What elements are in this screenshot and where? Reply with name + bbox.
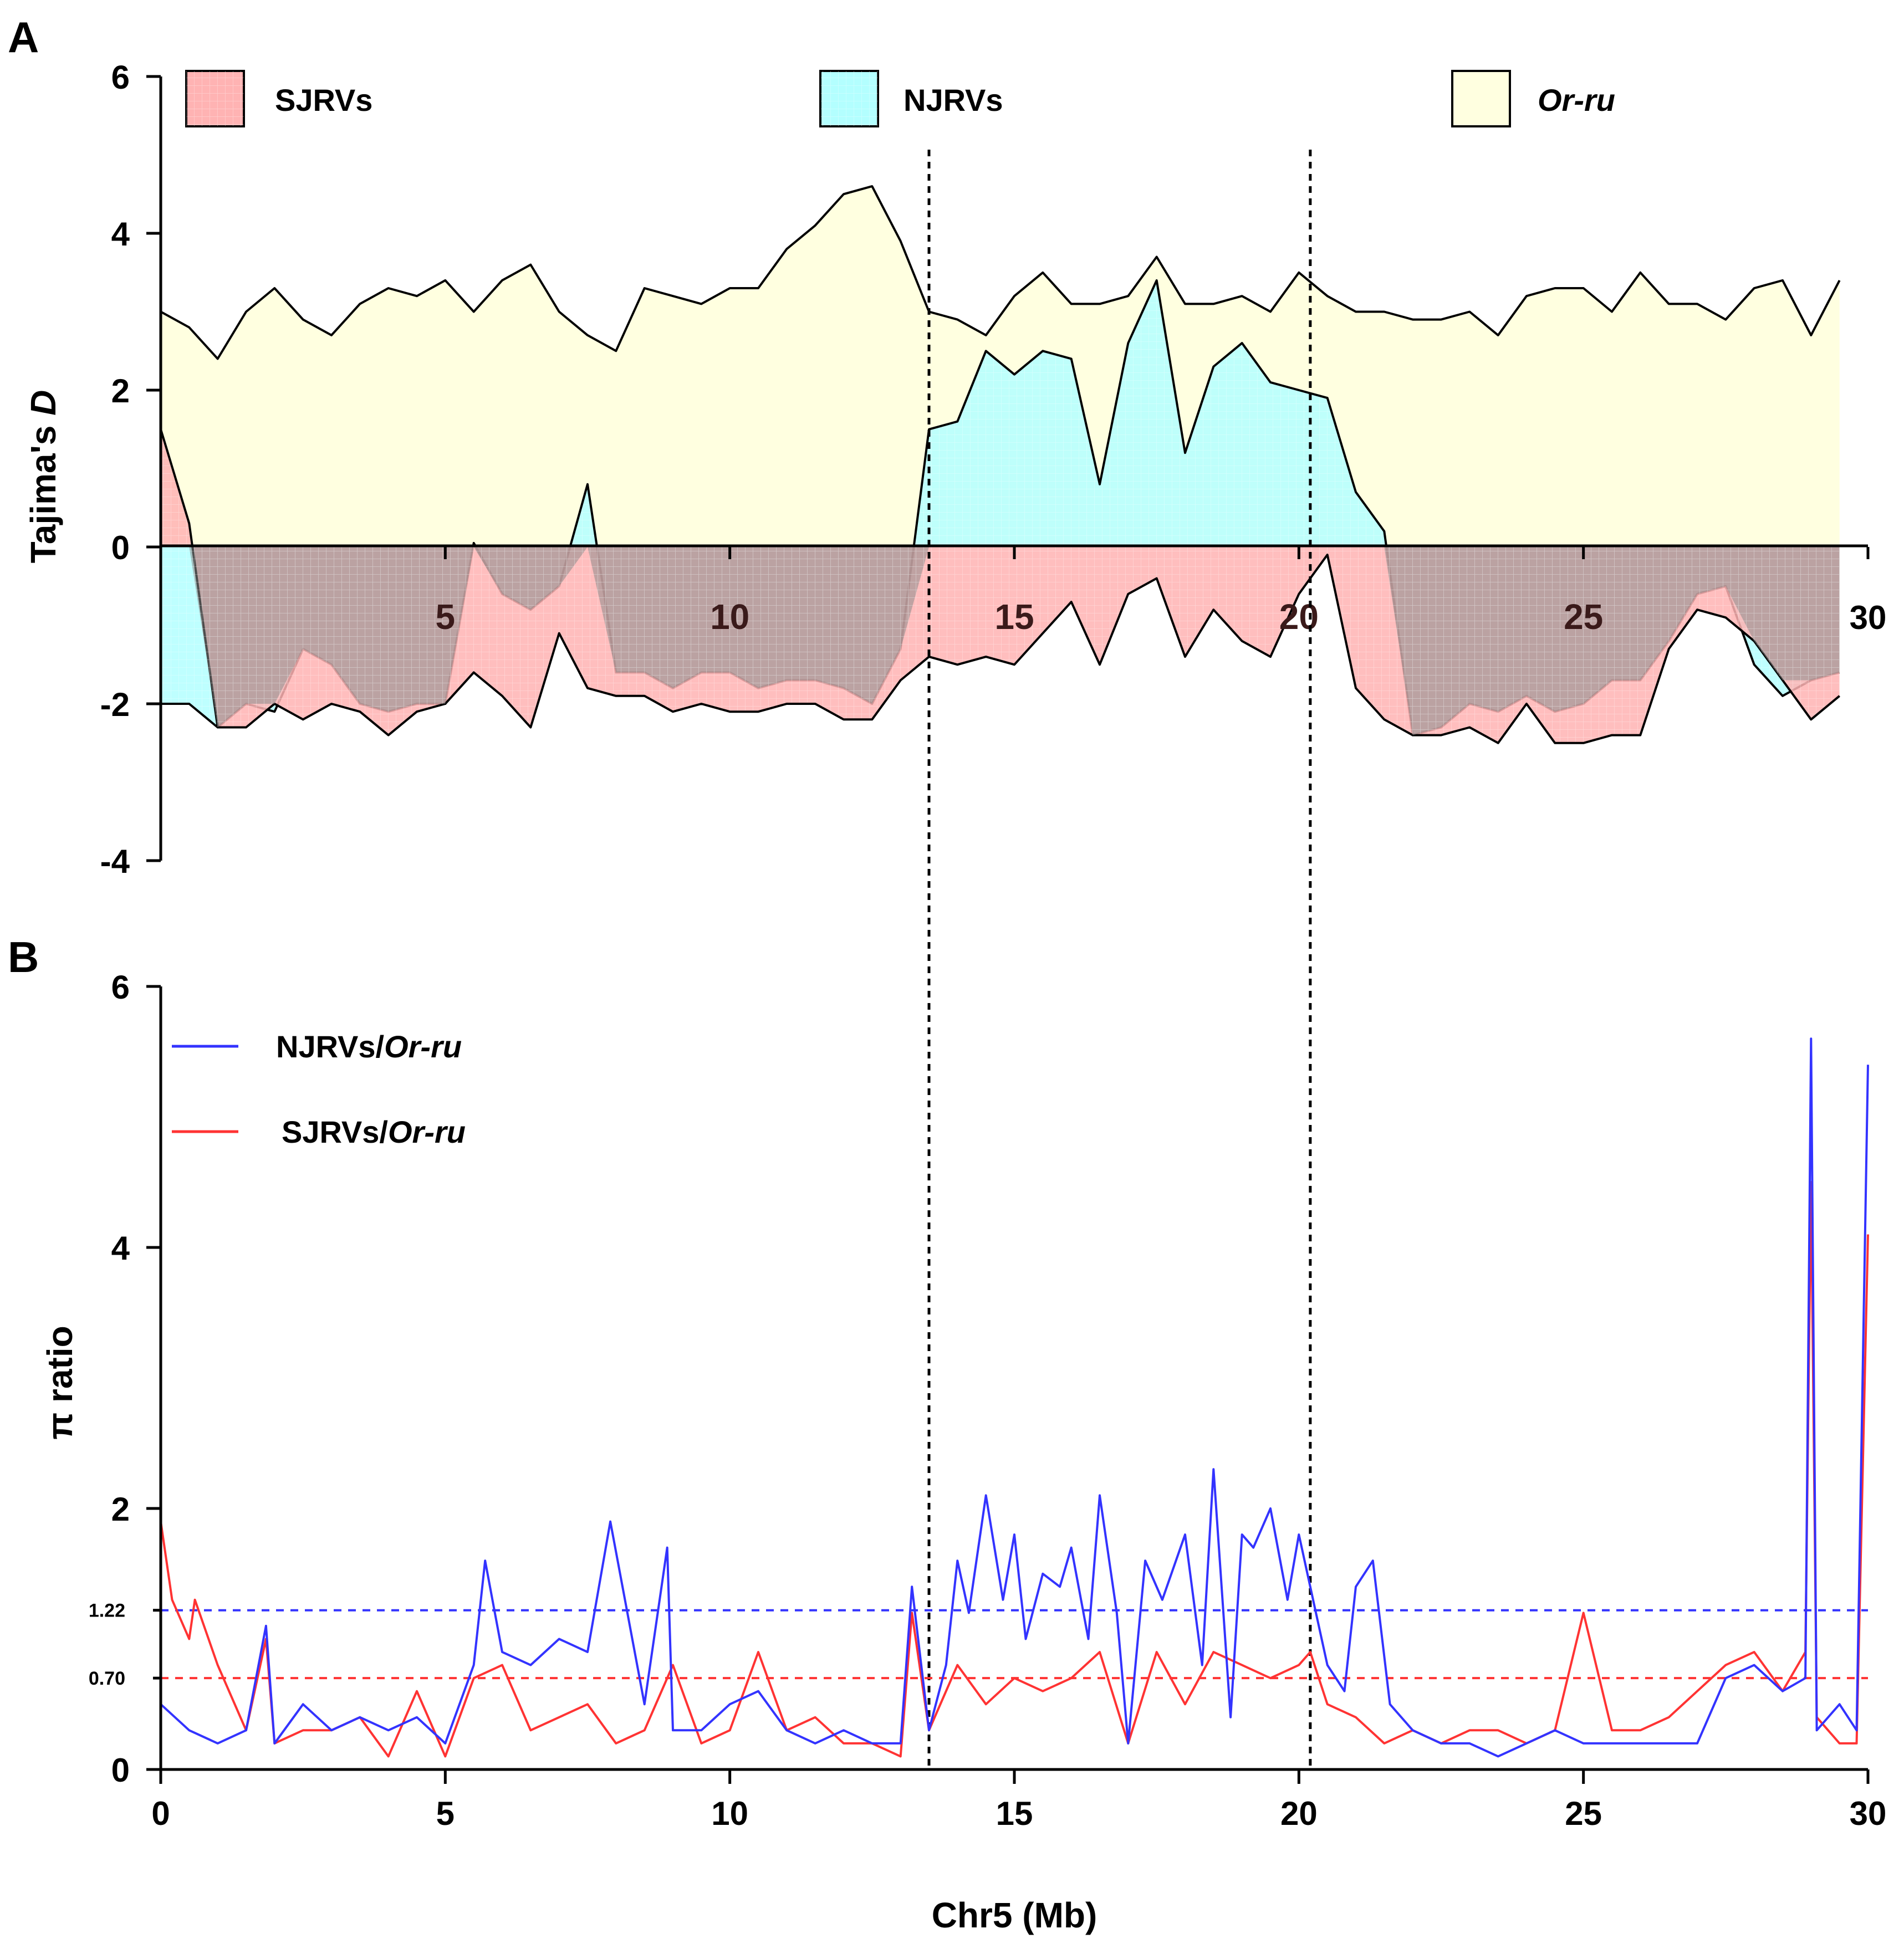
panel-a-x-tick-label: 30: [1850, 599, 1887, 636]
panel-b-x-axis-title: Chr5 (Mb): [932, 1895, 1098, 1935]
series-line-njrvs-or-ru: [160, 1037, 1869, 1758]
legend-label-or-ru: Or-ru: [1538, 83, 1615, 117]
panel-a-legend: SJRVs NJRVs Or-ru: [185, 70, 1615, 127]
panel-b-x-tick-label: 0: [151, 1795, 170, 1832]
panel-b-x-tick-label: 20: [1280, 1795, 1318, 1832]
region-boundary-lines: [927, 150, 1312, 1769]
series-line-sjrvs-or-ru: [160, 1181, 1869, 1758]
outline-sjrvs: [160, 429, 1840, 744]
panel-a-letter: A: [8, 13, 39, 62]
panel-b-series: [160, 1037, 1869, 1758]
panel-b-threshold-lines: [161, 1609, 1868, 1680]
panel-a-y-tick-label: 4: [111, 216, 130, 253]
legend-swatch-or-ru: [1451, 70, 1511, 127]
panel-b-x-tick-label: 15: [996, 1795, 1033, 1832]
panel-b-legend: NJRVs/Or-ru SJRVs/Or-ru: [172, 1029, 466, 1149]
panel-b-x-tick-label: 30: [1850, 1795, 1887, 1832]
panel-b-y-ticks: 0 0.70 1.22 2 4 6: [89, 969, 161, 1789]
panel-b-y-tick-label: 2: [111, 1491, 130, 1528]
legend-label-sjrvs-or-ru: SJRVs/Or-ru: [282, 1114, 466, 1149]
panel-b-x-tick-label: 5: [436, 1795, 455, 1832]
panel-a-y-tick-label: 2: [111, 372, 130, 410]
panel-b-y-tick-label: 0: [111, 1752, 130, 1789]
panel-b: B 0 0.70 1.22 2 4 6 0 5 10 15 20 25 30 π ratio Chr5…: [8, 933, 1886, 1935]
panel-b-letter: B: [8, 933, 39, 981]
panel-b-y-tick-label: 1.22: [89, 1600, 125, 1621]
panel-a-overlap: [161, 547, 1840, 735]
outline-or-ru: [160, 185, 1841, 360]
panel-a-y-axis-title: Tajima's D: [23, 390, 63, 564]
legend-label-sjrvs: SJRVs: [275, 83, 372, 117]
panel-a-y-tick-label: 6: [111, 59, 130, 96]
panel-a-x-tick-label: 15: [994, 597, 1034, 637]
panel-a-x-ticks: 5 10 15 20 25 30: [436, 547, 1887, 637]
panel-b-x-ticks: 0 5 10 15 20 25 30: [151, 1769, 1886, 1832]
legend-label-njrvs-or-ru: NJRVs/Or-ru: [276, 1029, 462, 1064]
panel-b-y-axis-title: π ratio: [40, 1326, 80, 1439]
panel-a-x-tick-label: 25: [1564, 597, 1603, 637]
panel-b-y-tick-label: 6: [111, 969, 130, 1006]
panel-b-x-tick-label: 25: [1565, 1795, 1602, 1832]
panel-a-y-tick-label: -4: [100, 843, 130, 880]
panel-b-y-tick-label: 0.70: [89, 1668, 125, 1689]
panel-a-x-tick-label: 20: [1279, 597, 1319, 637]
panel-a-x-tick-label: 5: [436, 597, 456, 637]
panel-a-y-tick-label: -2: [100, 686, 130, 723]
legend-label-njrvs: NJRVs: [903, 83, 1003, 117]
panel-b-y-tick-label: 4: [111, 1230, 130, 1267]
panel-a-y-tick-label: 0: [111, 529, 130, 566]
overlap-texture: [161, 547, 1840, 735]
panel-a-x-tick-label: 10: [710, 597, 749, 637]
panel-b-x-tick-label: 10: [711, 1795, 748, 1832]
panel-a-y-ticks: 6 4 2 0 -2 -4: [100, 59, 161, 880]
